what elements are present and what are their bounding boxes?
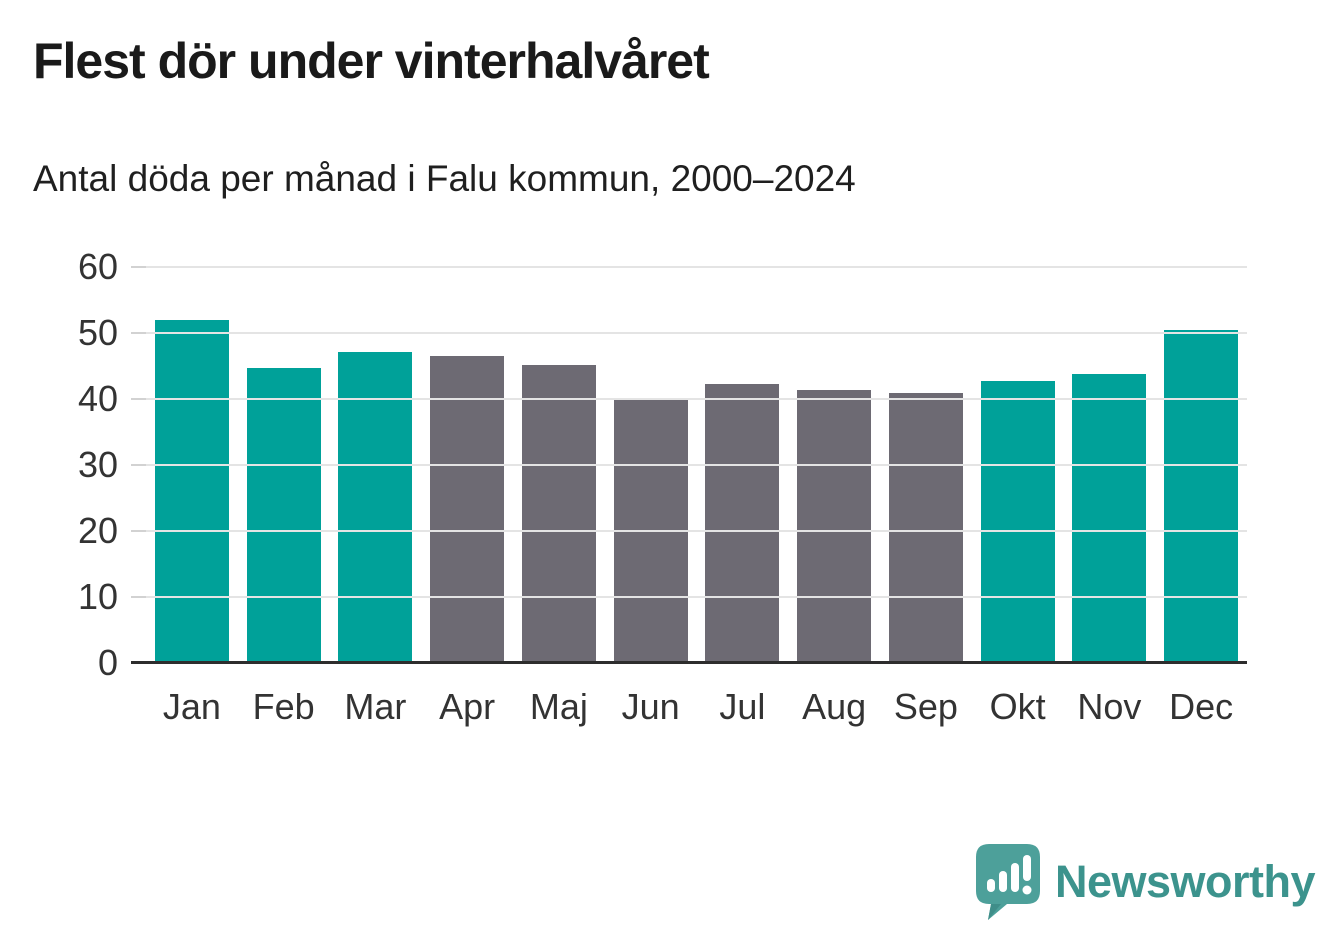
gridline-20 — [146, 530, 1247, 532]
bar-aug — [797, 390, 872, 663]
bar-slot-maj — [513, 267, 605, 663]
y-tick-mark-10 — [131, 596, 146, 598]
gridline-40 — [146, 398, 1247, 400]
x-axis-line — [131, 661, 1247, 664]
chart-subtitle: Antal döda per månad i Falu kommun, 2000… — [33, 158, 856, 199]
logo-exclamation-dot — [1022, 885, 1032, 895]
y-tick-mark-20 — [131, 530, 146, 532]
y-tick-mark-40 — [131, 398, 146, 400]
bar-slot-mar — [330, 267, 422, 663]
bar-dec — [1164, 329, 1239, 663]
y-axis: 0 10 20 30 40 50 60 — [0, 249, 118, 681]
x-tick-label-okt: Okt — [989, 686, 1046, 727]
bar-mar — [338, 352, 413, 663]
bar-slot-sep — [880, 267, 972, 663]
speech-bubble-shape — [976, 844, 1040, 920]
bar-feb — [246, 367, 321, 663]
page-title: Flest dör under vinterhalvåret — [33, 33, 710, 89]
y-tick-label-30: 30 — [77, 444, 118, 485]
y-tick-label-20: 20 — [77, 510, 118, 551]
bar-slot-dec — [1155, 267, 1247, 663]
bar-slot-jan — [146, 267, 238, 663]
gridline-60 — [146, 266, 1247, 268]
y-tick-label-10: 10 — [77, 576, 118, 617]
logo-exclamation-stem — [1023, 855, 1031, 881]
bar-okt — [980, 380, 1055, 663]
bar-sep — [888, 393, 963, 663]
bar-jul — [705, 383, 780, 663]
bar-nov — [1072, 373, 1147, 663]
y-tick-mark-50 — [131, 332, 146, 334]
x-tick-label-aug: Aug — [802, 686, 867, 727]
bar-apr — [430, 356, 505, 663]
y-tick-mark-60 — [131, 266, 146, 268]
x-tick-label-jan: Jan — [162, 686, 221, 727]
y-tick-label-0: 0 — [97, 642, 118, 683]
gridline-50 — [146, 332, 1247, 334]
bar-slot-feb — [238, 267, 330, 663]
x-tick-label-maj: Maj — [529, 686, 588, 727]
bar-slot-jul — [697, 267, 789, 663]
newsworthy-speech-bubble-chart-icon — [976, 844, 1040, 920]
bar-slot-okt — [972, 267, 1064, 663]
gridline-30 — [146, 464, 1247, 466]
x-tick-label-jul: Jul — [719, 686, 766, 727]
bars-row — [146, 267, 1247, 663]
x-tick-label-apr: Apr — [439, 686, 496, 727]
bar-slot-aug — [788, 267, 880, 663]
gridline-10 — [146, 596, 1247, 598]
logo-bar-1 — [987, 879, 995, 892]
y-tick-mark-30 — [131, 464, 146, 466]
x-tick-label-dec: Dec — [1169, 686, 1234, 727]
logo-bar-3 — [1011, 863, 1019, 892]
brand-footer: Newsworthy — [975, 843, 1316, 921]
logo-bar-2 — [999, 871, 1007, 892]
bar-slot-nov — [1064, 267, 1156, 663]
x-tick-label-sep: Sep — [893, 686, 958, 727]
bar-maj — [521, 365, 596, 663]
x-tick-label-nov: Nov — [1077, 686, 1142, 727]
x-tick-label-mar: Mar — [344, 686, 407, 727]
y-tick-label-50: 50 — [77, 312, 118, 353]
x-tick-label-feb: Feb — [252, 686, 315, 727]
x-tick-label-jun: Jun — [621, 686, 680, 727]
y-tick-label-60: 60 — [77, 246, 118, 287]
speech-bubble-tail-shade — [988, 904, 1001, 920]
brand-name: Newsworthy — [1055, 856, 1316, 907]
y-tick-label-40: 40 — [77, 378, 118, 419]
bar-slot-apr — [421, 267, 513, 663]
plot-area — [131, 266, 1247, 664]
x-axis: Jan Feb Mar Apr Maj Jun Jul Aug Sep Okt Nov Dec — [146, 685, 1247, 728]
bar-jan — [154, 319, 229, 663]
